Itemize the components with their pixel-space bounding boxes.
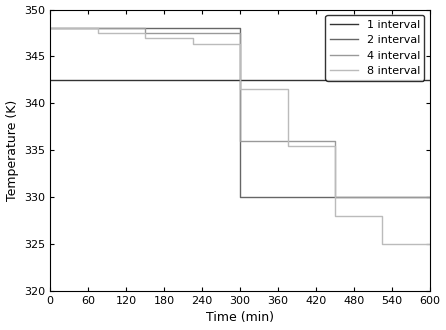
4 interval [142, 31, 148, 35]
8 interval [95, 31, 100, 35]
2 interval [47, 26, 53, 30]
4 interval [237, 139, 243, 143]
8 interval [285, 87, 290, 91]
2 interval [427, 195, 433, 199]
8 interval [142, 31, 148, 35]
8 interval [237, 42, 243, 46]
X-axis label: Time (min): Time (min) [206, 312, 274, 324]
8 interval [380, 214, 385, 218]
8 interval [190, 36, 195, 40]
8 interval [332, 214, 338, 218]
2 interval [237, 195, 243, 199]
Line: 8 interval: 8 interval [50, 28, 430, 244]
Line: 2 interval: 2 interval [50, 28, 430, 197]
8 interval [427, 242, 433, 246]
Legend: 1 interval, 2 interval, 4 interval, 8 interval: 1 interval, 2 interval, 4 interval, 8 in… [326, 15, 425, 81]
Line: 4 interval: 4 interval [50, 28, 430, 197]
8 interval [47, 26, 53, 30]
8 interval [95, 26, 100, 30]
4 interval [47, 26, 53, 30]
4 interval [237, 31, 243, 35]
2 interval [237, 26, 243, 30]
8 interval [285, 144, 290, 148]
8 interval [237, 87, 243, 91]
4 interval [332, 195, 338, 199]
8 interval [380, 242, 385, 246]
4 interval [427, 195, 433, 199]
4 interval [142, 26, 148, 30]
8 interval [142, 36, 148, 40]
8 interval [190, 42, 195, 46]
4 interval [332, 139, 338, 143]
8 interval [332, 144, 338, 148]
Y-axis label: Temperature (K): Temperature (K) [5, 100, 19, 201]
